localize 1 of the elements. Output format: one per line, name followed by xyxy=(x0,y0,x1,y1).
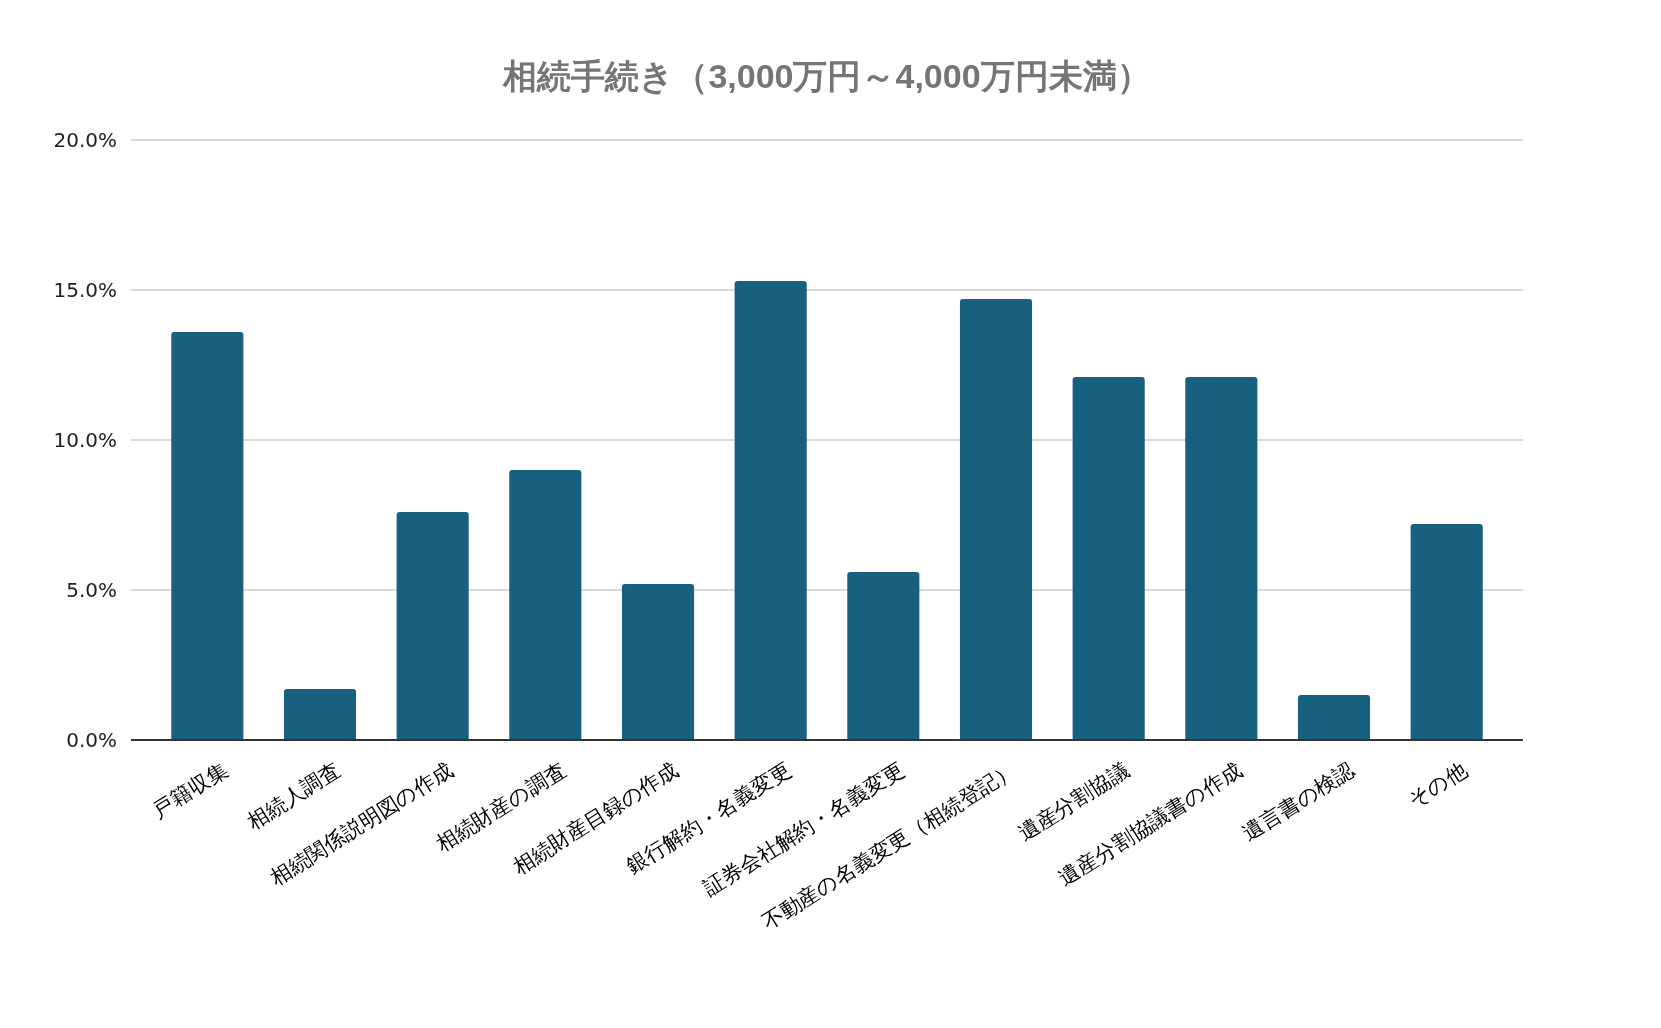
title: 相続手続き（3,000万円～4,000万円未満） xyxy=(503,57,1151,95)
